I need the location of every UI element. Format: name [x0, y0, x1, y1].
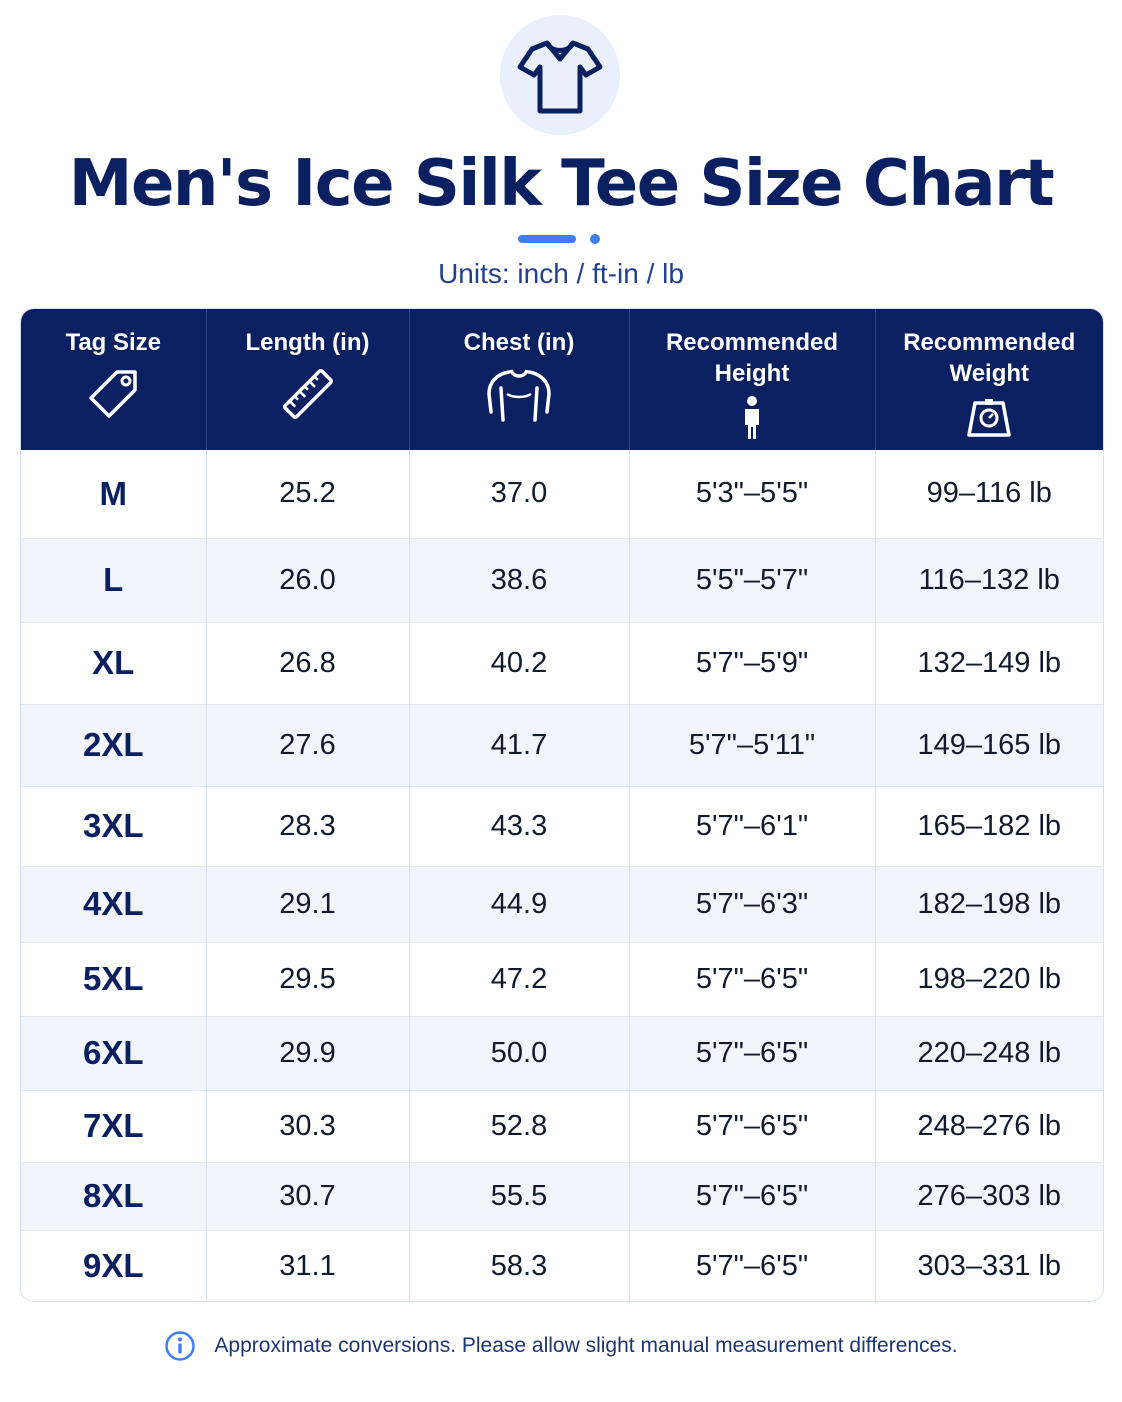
header-label: Recommended — [665, 329, 839, 356]
cell-tag-size: 8XL — [21, 1161, 207, 1230]
cell-height: 5'7"–5'11" — [629, 703, 876, 786]
cell-tag-size: 7XL — [21, 1089, 207, 1162]
cell-height: 5'5"–5'7" — [629, 537, 876, 622]
person-icon — [745, 396, 759, 439]
header-label: Length (in) — [245, 329, 370, 356]
cell-height: 5'7"–6'5" — [629, 1015, 876, 1090]
cell-chest: 43.3 — [409, 785, 630, 866]
cell-weight: 116–132 lb — [875, 537, 1103, 622]
cell-length: 26.0 — [206, 537, 410, 622]
table-row: L 26.0 38.6 5'5"–5'7" 116–132 lb — [21, 537, 1103, 622]
page-title: Men's Ice Silk Tee Size Chart — [68, 147, 1055, 221]
cell-weight: 276–303 lb — [875, 1161, 1103, 1230]
table-row: 4XL 29.1 44.9 5'7"–6'3" 182–198 lb — [21, 865, 1103, 942]
cell-chest: 55.5 — [409, 1161, 630, 1230]
header-label: Recommended — [903, 329, 1076, 356]
tag-icon — [89, 370, 137, 418]
table-row: 8XL 30.7 55.5 5'7"–6'5" 276–303 lb — [21, 1161, 1103, 1230]
cell-length: 31.1 — [206, 1229, 410, 1301]
cell-tag-size: 9XL — [21, 1229, 207, 1301]
header-label: Chest (in) — [463, 329, 575, 356]
cell-tag-size: 6XL — [21, 1015, 207, 1090]
table-header-row: Tag Size Length (in) — [21, 309, 1103, 450]
cell-chest: 50.0 — [409, 1015, 630, 1090]
table-row: 9XL 31.1 58.3 5'7"–6'5" 303–331 lb — [21, 1229, 1103, 1301]
table-row: 3XL 28.3 43.3 5'7"–6'1" 165–182 lb — [21, 785, 1103, 866]
cell-chest: 47.2 — [409, 941, 630, 1016]
cell-height: 5'7"–6'5" — [629, 1161, 876, 1230]
header-label: Tag Size — [65, 329, 162, 356]
header-length: Length (in) — [206, 309, 410, 450]
cell-chest: 37.0 — [409, 450, 630, 538]
cell-weight: 165–182 lb — [875, 785, 1103, 866]
header-label: Height — [714, 360, 790, 387]
cell-height: 5'7"–6'5" — [629, 941, 876, 1016]
cell-weight: 99–116 lb — [926, 477, 1052, 510]
table-row: 7XL 30.3 52.8 5'7"–6'5" 248–276 lb — [21, 1089, 1103, 1162]
cell-length: 29.1 — [206, 865, 410, 942]
header-tag-size: Tag Size — [21, 309, 207, 450]
header-height: Recommended Height — [629, 309, 876, 450]
table-row: 5XL 29.5 47.2 5'7"–6'5" 198–220 lb — [21, 941, 1103, 1016]
cell-tag-size: 3XL — [21, 785, 207, 866]
cell-height: 5'7"–5'9" — [629, 621, 876, 704]
footnote: Approximate conversions. Please allow sl… — [0, 1330, 1122, 1362]
cell-tag-size: 5XL — [21, 941, 207, 1016]
footnote-text: Approximate conversions. Please allow sl… — [214, 1334, 958, 1357]
cell-length: 28.3 — [206, 785, 410, 866]
cell-height: 5'3"–5'5" — [629, 450, 876, 538]
cell-weight: 248–276 lb — [875, 1089, 1103, 1162]
cell-chest: 44.9 — [409, 865, 630, 942]
cell-tag-size: L — [21, 537, 207, 622]
cell-chest: 41.7 — [409, 703, 630, 786]
cell-chest: 58.3 — [409, 1229, 630, 1301]
cell-chest: 38.6 — [409, 537, 630, 622]
cell-length: 29.5 — [206, 941, 410, 1016]
table-row: M 25.2 37.0 5'3"–5'5" 99–116 lb — [21, 450, 1103, 538]
size-chart-table: Tag Size Length (in) — [20, 308, 1104, 1302]
cell-length: 29.9 — [206, 1015, 410, 1090]
cell-tag-size: M — [21, 450, 207, 538]
table-row: 6XL 29.9 50.0 5'7"–6'5" 220–248 lb — [21, 1015, 1103, 1090]
cell-tag-size: XL — [21, 621, 207, 704]
table-row: XL 26.8 40.2 5'7"–5'9" 132–149 lb — [21, 621, 1103, 704]
scale-icon — [967, 399, 1011, 437]
hero-tshirt-badge — [500, 15, 620, 135]
cell-weight: 220–248 lb — [875, 1015, 1103, 1090]
ruler-icon — [282, 369, 333, 419]
cell-weight: 198–220 lb — [875, 941, 1103, 1016]
header-chest: Chest (in) — [409, 309, 630, 450]
cell-length: 25.2 — [206, 450, 410, 538]
table-row: 2XL 27.6 41.7 5'7"–5'11" 149–165 lb — [21, 703, 1103, 786]
cell-weight: 182–198 lb — [875, 865, 1103, 942]
units-subtitle: Units: inch / ft-in / lb — [438, 258, 684, 289]
cell-height: 5'7"–6'1" — [629, 785, 876, 866]
cell-height: 5'7"–6'3" — [629, 865, 876, 942]
torso-icon — [487, 369, 551, 422]
title-accent-bar — [518, 235, 576, 243]
header-weight: Recommended Weight — [875, 309, 1103, 450]
cell-length: 26.8 — [206, 621, 410, 704]
cell-length: 30.3 — [206, 1089, 410, 1162]
cell-tag-size: 2XL — [21, 703, 207, 786]
cell-weight: 149–165 lb — [875, 703, 1103, 786]
cell-length: 27.6 — [206, 703, 410, 786]
cell-weight: 303–331 lb — [875, 1229, 1103, 1301]
cell-chest: 40.2 — [409, 621, 630, 704]
header-label: Weight — [949, 360, 1030, 387]
title-accent-dot — [590, 234, 600, 244]
cell-tag-size: 4XL — [21, 865, 207, 942]
cell-height: 5'7"–6'5" — [629, 1229, 876, 1301]
cell-weight: 132–149 lb — [875, 621, 1103, 704]
cell-height: 5'7"–6'5" — [629, 1089, 876, 1162]
cell-length: 30.7 — [206, 1161, 410, 1230]
t-shirt-icon — [517, 40, 603, 114]
info-icon — [165, 1331, 196, 1361]
cell-chest: 52.8 — [409, 1089, 630, 1162]
